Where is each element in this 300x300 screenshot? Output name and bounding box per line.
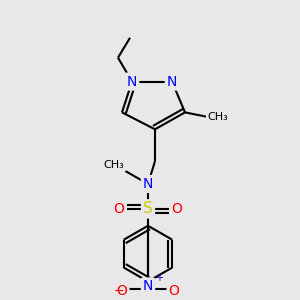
Text: S: S <box>143 201 153 216</box>
Text: O: O <box>172 202 182 216</box>
Text: O: O <box>169 284 179 298</box>
Text: O: O <box>114 202 124 216</box>
Text: CH₃: CH₃ <box>208 112 228 122</box>
Text: N: N <box>143 177 153 191</box>
Text: N: N <box>143 280 153 293</box>
Text: O: O <box>117 284 128 298</box>
Text: N: N <box>167 75 177 88</box>
Text: −: − <box>114 285 124 298</box>
Text: CH₃: CH₃ <box>103 160 124 170</box>
Text: +: + <box>155 274 163 284</box>
Text: N: N <box>127 75 137 88</box>
